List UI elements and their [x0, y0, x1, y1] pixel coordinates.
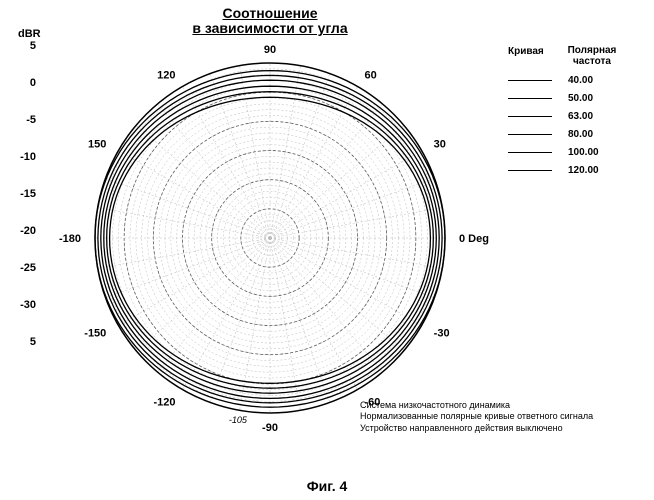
- note-line: Система низкочастотного динамика: [360, 400, 593, 411]
- legend-value: 40.00: [568, 75, 593, 86]
- svg-text:-30: -30: [434, 328, 450, 340]
- legend-swatch: [508, 80, 552, 81]
- legend-row: 63.00: [508, 107, 622, 125]
- svg-text:0 Deg: 0 Deg: [459, 233, 489, 245]
- legend-col-curve: Кривая: [508, 46, 562, 67]
- dbr-tick: -10: [8, 151, 36, 188]
- note-line: Нормализованные полярные кривые ответног…: [360, 411, 593, 422]
- svg-text:-120: -120: [153, 397, 175, 409]
- figure-caption: Фиг. 4: [0, 478, 654, 494]
- svg-text:120: 120: [157, 69, 175, 81]
- dbr-tick: -30: [8, 299, 36, 336]
- dbr-scale: 50-5-10-15-20-25-305: [8, 40, 36, 373]
- dbr-tick: 5: [8, 40, 36, 77]
- svg-text:60: 60: [365, 69, 377, 81]
- dbr-tick: -5: [8, 114, 36, 151]
- note-line: Устройство направленного действия выключ…: [360, 423, 593, 434]
- legend-swatch: [508, 152, 552, 153]
- dbr-tick: 0: [8, 77, 36, 114]
- svg-text:-90: -90: [262, 422, 278, 434]
- legend-col-freq: Полярнаячастота: [562, 46, 622, 67]
- legend-swatch: [508, 134, 552, 135]
- svg-text:-150: -150: [84, 328, 106, 340]
- legend-header: Кривая Полярнаячастота: [508, 46, 622, 67]
- legend-value: 100.00: [568, 147, 599, 158]
- dbr-tick: -20: [8, 225, 36, 262]
- dbr-tick: 5: [8, 336, 36, 373]
- svg-text:-180: -180: [59, 233, 81, 245]
- legend-swatch: [508, 170, 552, 171]
- dbr-axis-label: dBR: [18, 28, 41, 40]
- legend-row: 40.00: [508, 71, 622, 89]
- dbr-tick: -15: [8, 188, 36, 225]
- svg-text:150: 150: [88, 139, 106, 151]
- svg-text:90: 90: [264, 44, 276, 56]
- legend-row: 120.00: [508, 161, 622, 179]
- legend-value: 80.00: [568, 129, 593, 140]
- legend-swatch: [508, 116, 552, 117]
- svg-text:-105: -105: [229, 415, 248, 425]
- notes-block: Система низкочастотного динамикаНормализ…: [360, 400, 593, 434]
- legend-value: 63.00: [568, 111, 593, 122]
- legend: Кривая Полярнаячастота 40.00 50.00 63.00 80…: [508, 46, 622, 179]
- legend-row: 50.00: [508, 89, 622, 107]
- legend-row: 100.00: [508, 143, 622, 161]
- legend-row: 80.00: [508, 125, 622, 143]
- polar-chart: 0 Deg306090120150-180-150-120-90-60-30-1…: [50, 28, 500, 463]
- title-line-1: Соотношение: [222, 5, 317, 21]
- legend-swatch: [508, 98, 552, 99]
- legend-value: 50.00: [568, 93, 593, 104]
- dbr-tick: -25: [8, 262, 36, 299]
- svg-text:30: 30: [434, 139, 446, 151]
- legend-value: 120.00: [568, 165, 599, 176]
